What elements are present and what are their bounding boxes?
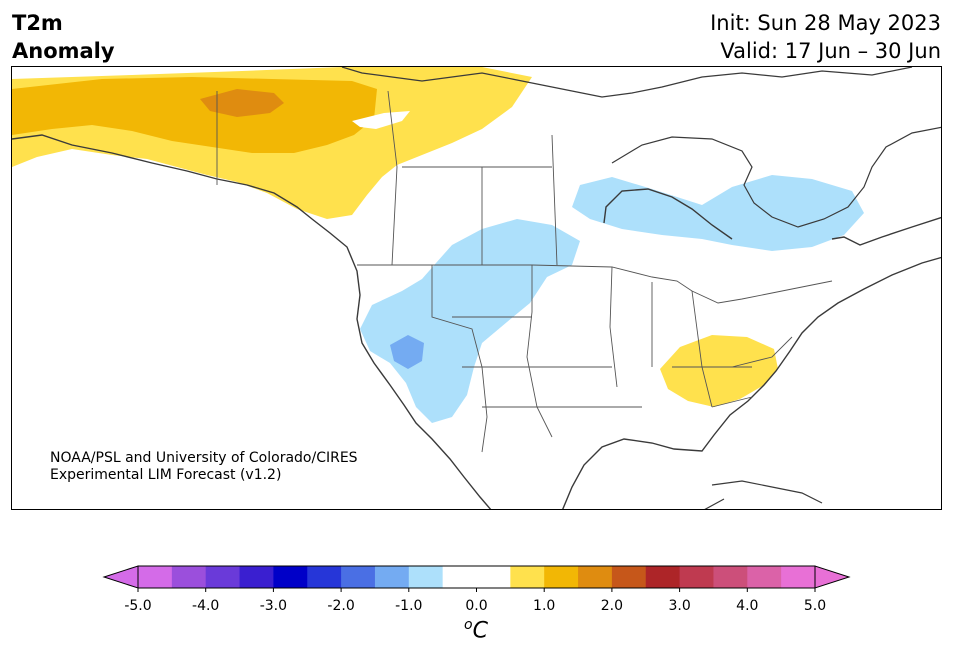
colorbar-tick-label: -1.0 [395,598,423,614]
colorbar-tick-label: 3.0 [668,598,691,614]
colorbar-swatch [713,566,748,588]
colorbar-unit: oC [464,617,488,643]
credit-line-2: Experimental LIM Forecast (v1.2) [50,467,282,483]
init-date: Init: Sun 28 May 2023 [710,11,941,35]
title-line-2: Anomaly [12,39,115,63]
cool-anomaly-nevada [390,335,424,369]
colorbar-swatch [442,566,477,588]
colorbar-swatch [374,566,410,588]
coastline-north-america [12,134,941,509]
colorbar-swatch [171,566,207,588]
colorbar-swatch [510,566,545,588]
warm-anomaly-southeast [660,335,778,407]
colorbar-tick-label: 4.0 [736,598,759,614]
colorbar-scale [102,565,851,592]
unit-letter: C [472,618,488,644]
colorbar-tick-label: 1.0 [533,598,556,614]
credit-text: NOAA/PSL and University of Colorado/CIRE… [50,450,358,484]
credit-line-1: NOAA/PSL and University of Colorado/CIRE… [50,450,358,466]
colorbar-tick-label: -5.0 [124,598,152,614]
coastline-arctic [341,67,913,98]
colorbar-swatch [747,566,782,588]
political-borders [216,90,833,453]
title-line-1: T2m [12,11,63,35]
colorbar-swatch [239,566,274,588]
colorbar-swatch [476,566,511,588]
map-canvas [12,67,941,509]
colorbar-swatch [307,566,342,588]
colorbar-swatch [205,566,241,588]
colorbar: -5.0 -4.0 -3.0 -2.0 -1.0 0.0 1.0 2.0 3.0 4.0 5.0 o… [0,560,953,656]
colorbar-swatch [544,566,579,588]
warm-anomaly-alaska-core [200,89,284,117]
cool-anomaly-west [360,219,580,423]
colorbar-tick-label: 5.0 [803,598,827,614]
warm-anomaly-alaska-inner [12,77,377,153]
colorbar-tick-label: -4.0 [192,598,220,614]
warm-gap [352,111,410,129]
colorbar-swatch [645,566,681,588]
forecast-dates: Init: Sun 28 May 2023 Valid: 17 Jun – 30… [710,9,941,65]
valid-period: Valid: 17 Jun – 30 Jun [720,39,941,63]
colorbar-swatch [341,566,376,588]
cool-anomaly-east-canada [572,175,864,251]
colorbar-swatch [273,566,308,588]
unit-degree: o [464,617,473,633]
colorbar-tick-label: -2.0 [327,598,355,614]
map-title: T2m Anomaly [12,9,115,65]
colorbar-swatch [578,566,613,588]
colorbar-swatch [611,566,647,588]
colorbar-tick-label: -3.0 [259,598,288,614]
colorbar-swatch [138,566,173,588]
coastline-caribbean [704,480,823,509]
coastline-hudson-bay [611,126,941,228]
anomaly-map: NOAA/PSL and University of Colorado/CIRE… [11,66,942,510]
colorbar-tick-label: 0.0 [465,598,488,614]
colorbar-swatch [408,566,444,588]
colorbar-extend-left [102,565,139,589]
colorbar-extend-right [814,565,851,589]
colorbar-tick-label: 2.0 [600,598,624,614]
colorbar-swatch [781,566,816,588]
colorbar-swatch [679,566,714,588]
